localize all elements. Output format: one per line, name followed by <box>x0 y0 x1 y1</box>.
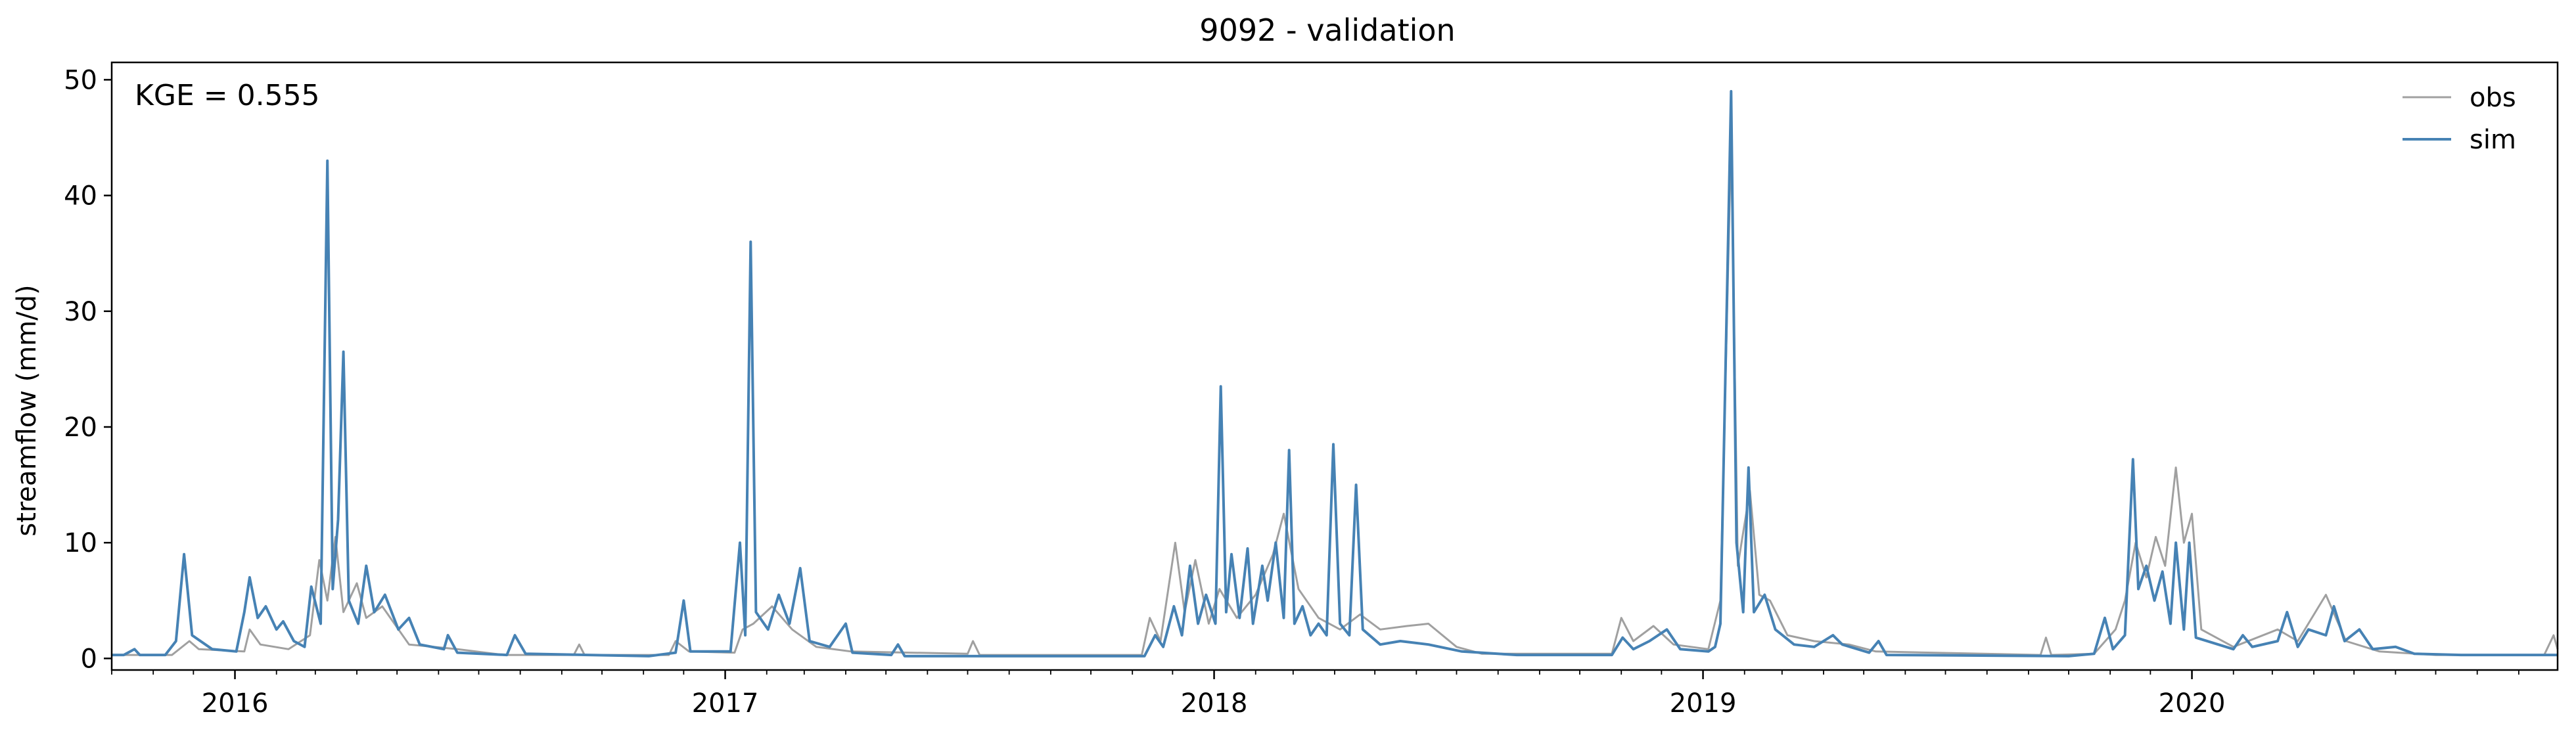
legend: obs sim <box>2403 83 2516 155</box>
x-tick-label: 2017 <box>692 688 759 719</box>
x-tick-label: 2020 <box>2159 688 2226 719</box>
x-axis-ticks: 2016 2017 2018 2019 2020 <box>202 670 2226 719</box>
series-line-sim <box>112 90 2558 658</box>
axes-frame <box>110 61 2559 671</box>
y-tick-label: 50 <box>64 65 97 95</box>
y-tick-label: 30 <box>64 297 97 327</box>
y-axis-label: streamflow (mm/d) <box>12 284 42 536</box>
y-axis-ticks: 0 10 20 30 40 50 <box>64 65 112 674</box>
y-tick-label: 0 <box>81 644 97 674</box>
x-tick-label: 2019 <box>1670 688 1737 719</box>
x-tick-label: 2018 <box>1181 688 1248 719</box>
y-tick-label: 10 <box>64 528 97 558</box>
legend-label-obs: obs <box>2470 83 2516 113</box>
y-tick-label: 20 <box>64 413 97 443</box>
y-tick-label: 40 <box>64 181 97 212</box>
x-tick-label: 2016 <box>202 688 269 719</box>
series-layer <box>112 90 2559 658</box>
chart-title: 9092 - validation <box>1199 12 1455 48</box>
kge-annotation: KGE = 0.555 <box>135 79 320 112</box>
legend-label-sim: sim <box>2470 125 2516 155</box>
